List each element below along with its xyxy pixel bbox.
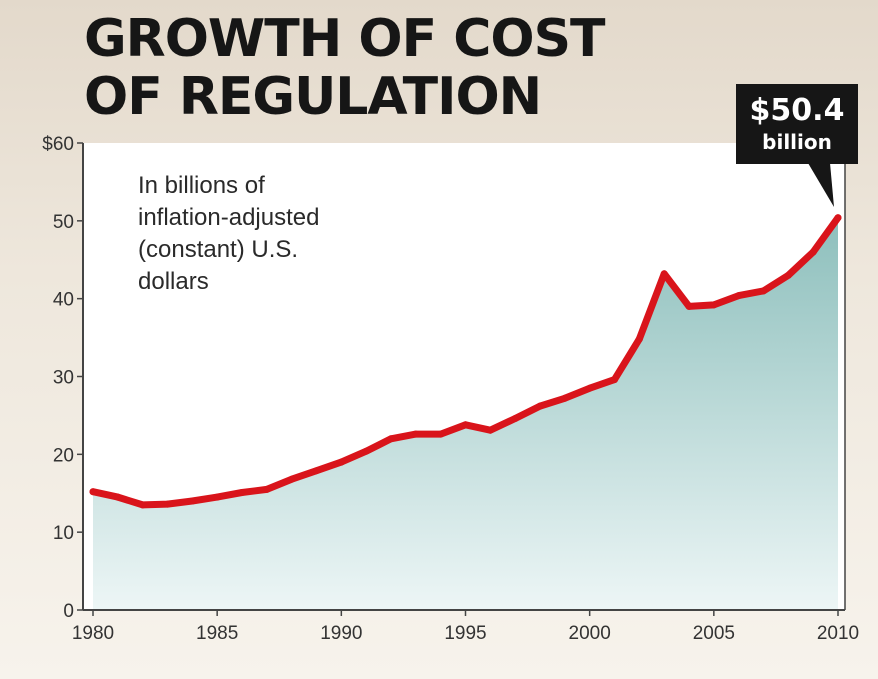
x-tick-label-2000: 2000 [569,623,611,644]
data-point-1993 [412,430,420,438]
data-point-1987 [263,485,271,493]
y-tick-label-40: 40 [53,290,74,311]
x-tick-label-1985: 1985 [196,623,238,644]
chart-title-line-1: GROWTH OF COST [84,9,605,69]
data-point-1999 [561,394,569,402]
data-point-2008 [784,271,792,279]
data-point-2000 [586,384,594,392]
x-tick-label-1995: 1995 [444,623,486,644]
data-point-1984 [188,497,196,505]
data-point-1982 [139,501,147,509]
data-point-1981 [114,493,122,501]
data-point-1998 [536,402,544,410]
callout-value: $50.4 [750,93,845,128]
data-point-2004 [685,302,693,310]
y-tick-label-30: 30 [53,368,74,389]
x-tick-label-2005: 2005 [693,623,735,644]
data-point-1986 [238,489,246,496]
x-tick-label-2010: 2010 [817,623,859,644]
data-point-1985 [213,493,221,501]
data-point-2002 [635,335,643,343]
callout: $50.4 billion [736,84,858,207]
units-note-line-1: In billions of [138,172,265,199]
data-point-1991 [362,447,370,455]
data-point-1995 [462,421,469,429]
data-point-2001 [611,376,618,384]
data-point-2009 [809,248,817,256]
x-tick-label-1980: 1980 [72,623,114,644]
units-note-line-4: dollars [138,268,209,295]
callout-unit: billion [762,130,832,154]
callout-box [736,84,858,164]
y-tick-label-20: 20 [53,445,74,466]
data-point-1980 [89,488,97,496]
callout-pointer [808,163,834,207]
y-tick-label-50: 50 [53,212,74,233]
data-point-1983 [164,500,171,508]
data-point-2005 [710,301,718,309]
units-note-line-2: inflation-adjusted [138,204,319,231]
x-tick-label-1990: 1990 [320,623,362,644]
y-tick-label-0: 0 [63,601,74,622]
data-point-1994 [437,430,445,438]
y-tick-label-10: 10 [53,523,74,544]
y-tick-label-60: $60 [42,134,74,155]
data-point-1988 [288,475,296,483]
units-note-line-3: (constant) U.S. [138,236,298,263]
chart-title-line-2: OF REGULATION [84,67,542,127]
data-point-2007 [760,287,767,295]
data-point-1989 [313,467,320,475]
chart-title: GROWTH OF COST OF REGULATION [84,10,605,126]
data-point-2006 [735,292,743,300]
data-point-1997 [511,415,519,422]
data-point-2010 [834,214,842,222]
data-point-1990 [337,458,345,466]
data-point-1992 [387,435,395,443]
data-point-1996 [486,426,494,434]
data-point-2003 [660,270,668,278]
